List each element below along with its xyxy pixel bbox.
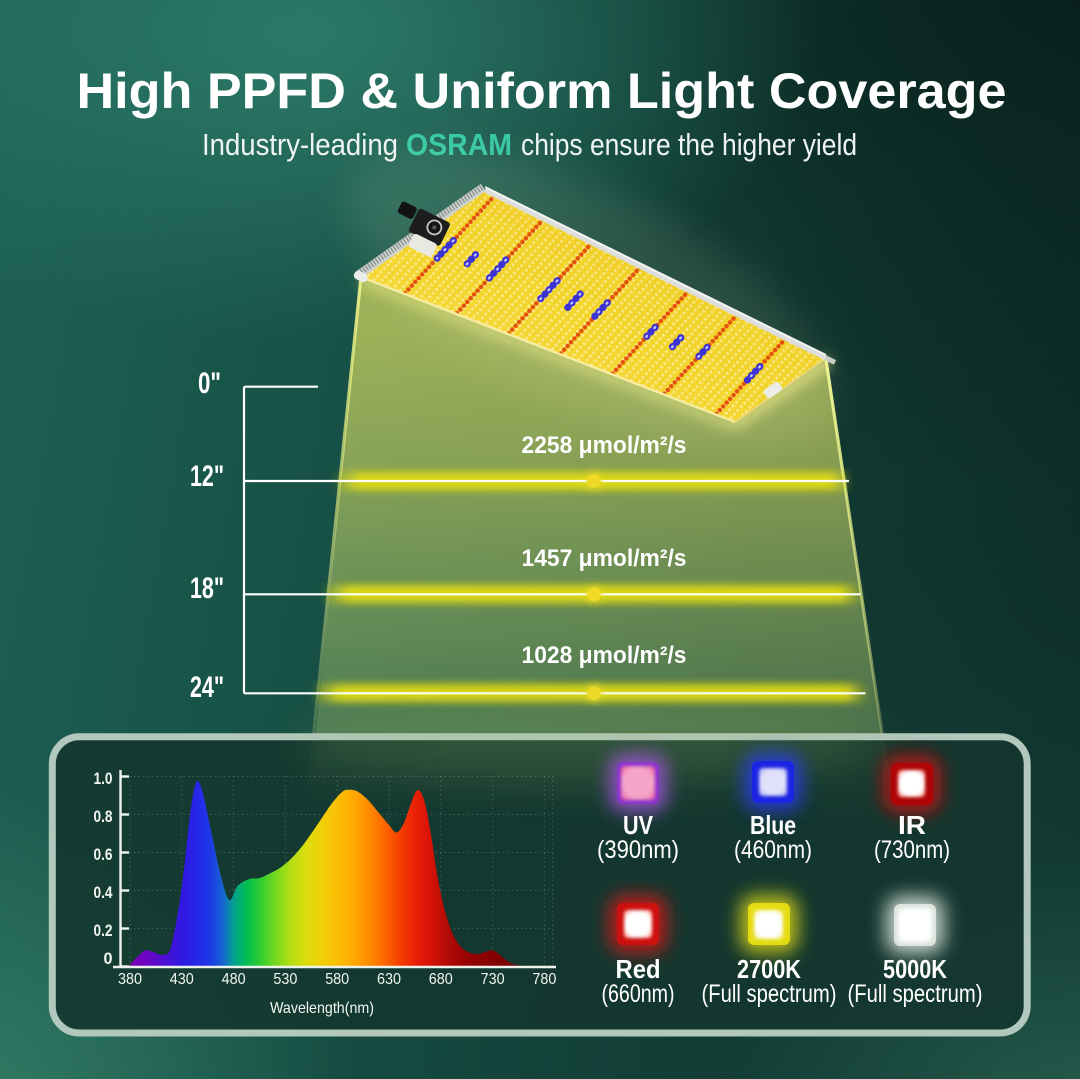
svg-text:1028 μmol/m²/s: 1028 μmol/m²/s [522,642,687,669]
svg-text:380: 380 [118,971,142,988]
svg-text:Industry-leading: Industry-leading [202,128,398,162]
svg-text:5000K: 5000K [883,954,947,984]
svg-text:680: 680 [429,971,453,988]
svg-text:12": 12" [190,460,224,493]
svg-text:18": 18" [190,572,224,605]
svg-text:Red: Red [616,954,661,984]
svg-text:780: 780 [532,971,556,988]
svg-text:High PPFD & Uniform Light Cove: High PPFD & Uniform Light Coverage [77,63,1007,119]
svg-text:UV: UV [623,810,654,840]
svg-text:0.8: 0.8 [94,807,113,826]
svg-text:chips ensure the higher yield: chips ensure the higher yield [521,128,857,162]
svg-text:Wavelength(nm): Wavelength(nm) [270,1000,374,1017]
svg-text:0.6: 0.6 [94,845,113,864]
svg-text:480: 480 [222,971,246,988]
svg-text:(Full spectrum): (Full spectrum) [702,980,837,1008]
svg-text:1.0: 1.0 [94,769,113,788]
svg-text:24": 24" [190,671,224,704]
svg-text:(660nm): (660nm) [602,980,675,1008]
svg-text:2258 μmol/m²/s: 2258 μmol/m²/s [522,432,687,459]
svg-text:(390nm): (390nm) [597,836,679,864]
svg-text:530: 530 [273,971,297,988]
svg-text:0.4: 0.4 [94,883,113,902]
svg-text:430: 430 [170,971,194,988]
svg-text:2700K: 2700K [737,954,801,984]
svg-text:0.2: 0.2 [94,921,113,940]
svg-text:0": 0" [198,367,221,400]
svg-text:IR: IR [898,810,926,840]
svg-text:(730nm): (730nm) [874,836,950,864]
svg-text:(460nm): (460nm) [734,836,812,864]
svg-text:580: 580 [325,971,349,988]
svg-text:Blue: Blue [750,810,796,840]
svg-text:730: 730 [481,971,505,988]
svg-text:0: 0 [104,949,113,968]
svg-text:1457 μmol/m²/s: 1457 μmol/m²/s [522,545,687,572]
svg-text:630: 630 [377,971,401,988]
svg-text:(Full spectrum): (Full spectrum) [848,980,983,1008]
